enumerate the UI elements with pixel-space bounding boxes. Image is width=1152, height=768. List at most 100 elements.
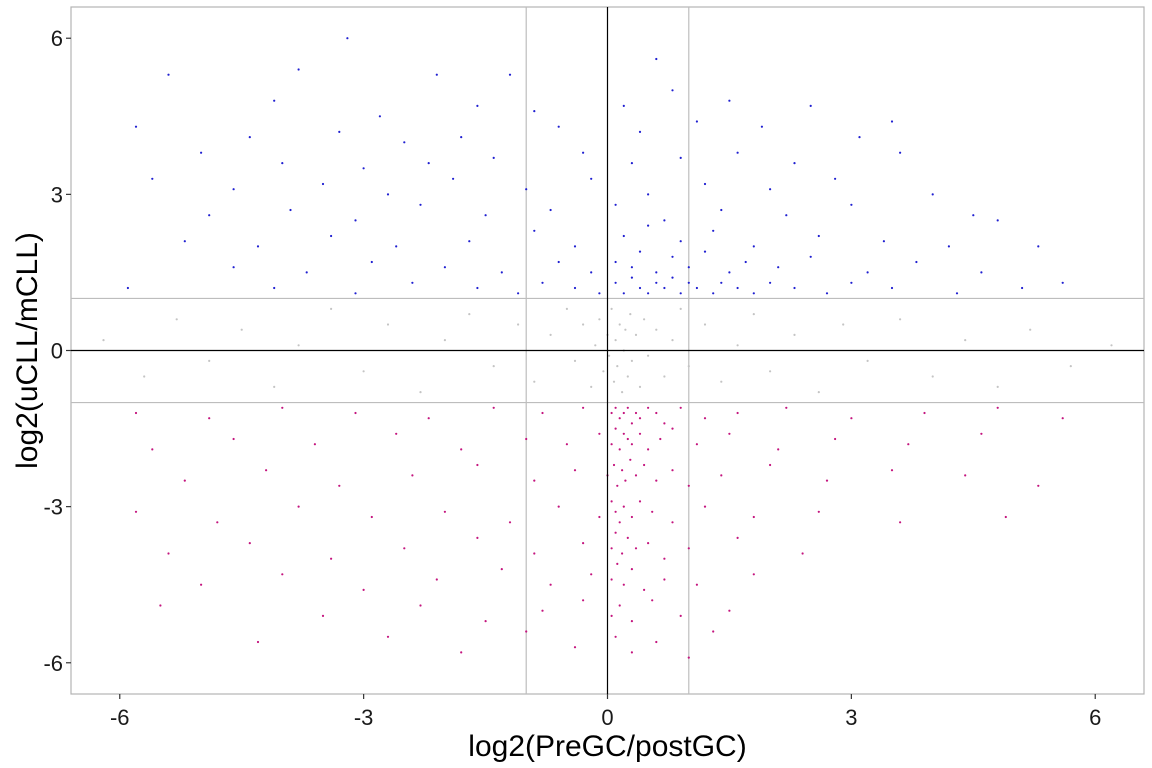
- data-point-neutral-14: [517, 323, 520, 326]
- data-point-up-91: [728, 271, 731, 274]
- data-point-down-146: [630, 651, 634, 654]
- data-point-up-34: [793, 162, 796, 165]
- data-point-up-73: [817, 234, 820, 238]
- data-point-up-57: [785, 214, 788, 217]
- data-point-neutral-51: [793, 333, 796, 336]
- data-point-down-81: [557, 505, 560, 508]
- data-point-up-11: [671, 89, 674, 92]
- data-point-down-123: [630, 568, 634, 571]
- data-point-up-59: [972, 214, 975, 217]
- data-point-down-131: [484, 620, 487, 623]
- data-point-down-125: [663, 578, 666, 581]
- data-point-down-66: [655, 479, 658, 482]
- x-tick-label: 3: [845, 705, 857, 730]
- data-point-up-35: [899, 151, 902, 154]
- data-point-up-13: [809, 104, 812, 107]
- data-point-down-45: [695, 443, 699, 446]
- data-point-down-12: [626, 406, 629, 409]
- data-point-up-23: [858, 136, 861, 139]
- data-point-up-89: [687, 266, 690, 269]
- data-point-down-20: [703, 417, 707, 420]
- data-point-down-109: [663, 557, 666, 560]
- data-point-down-48: [834, 437, 837, 441]
- data-point-up-104: [517, 292, 520, 295]
- data-point-up-24: [890, 120, 894, 123]
- data-point-neutral-53: [842, 323, 845, 326]
- data-point-up-47: [931, 193, 934, 196]
- data-point-down-127: [752, 573, 755, 576]
- data-point-neutral-23: [602, 370, 605, 373]
- data-point-down-39: [626, 437, 629, 441]
- data-point-down-18: [663, 422, 666, 425]
- data-point-down-13: [630, 422, 634, 425]
- data-point-down-79: [443, 510, 446, 513]
- data-point-neutral-42: [663, 375, 666, 378]
- data-point-up-16: [338, 130, 341, 133]
- data-point-neutral-56: [931, 375, 934, 378]
- data-point-up-120: [720, 281, 723, 284]
- data-point-up-65: [468, 240, 471, 243]
- data-point-up-63: [330, 234, 333, 238]
- y-tick-label: -6: [43, 651, 63, 676]
- data-point-down-0: [134, 411, 138, 415]
- data-point-down-31: [460, 448, 463, 451]
- data-point-down-133: [582, 599, 585, 602]
- data-point-neutral-19: [582, 323, 585, 326]
- data-point-up-4: [508, 73, 512, 76]
- data-point-up-123: [769, 281, 772, 284]
- data-point-down-88: [638, 500, 642, 503]
- data-point-down-116: [435, 578, 438, 581]
- data-point-down-38: [622, 432, 625, 435]
- data-point-down-110: [687, 547, 690, 550]
- data-point-up-74: [882, 240, 886, 243]
- data-point-neutral-13: [492, 365, 495, 368]
- data-point-down-54: [411, 474, 414, 477]
- data-point-neutral-18: [573, 359, 577, 362]
- data-point-down-140: [256, 640, 260, 644]
- data-point-neutral-28: [614, 339, 617, 342]
- data-point-down-115: [362, 588, 365, 592]
- data-point-down-57: [573, 469, 577, 472]
- data-point-neutral-58: [996, 385, 999, 388]
- data-point-down-36: [614, 427, 617, 430]
- data-point-up-41: [525, 188, 528, 191]
- data-point-up-117: [687, 281, 690, 284]
- data-point-up-127: [890, 286, 894, 290]
- data-point-up-115: [671, 276, 674, 279]
- data-point-up-129: [1021, 286, 1024, 290]
- data-point-down-46: [728, 432, 731, 435]
- data-point-down-33: [565, 443, 569, 446]
- data-point-down-23: [850, 417, 853, 420]
- data-point-up-80: [443, 266, 446, 269]
- data-point-neutral-6: [297, 344, 300, 347]
- data-point-up-36: [151, 177, 154, 180]
- data-point-down-139: [728, 609, 731, 612]
- data-point-neutral-27: [612, 380, 616, 383]
- data-point-down-143: [525, 630, 528, 633]
- data-point-down-24: [923, 411, 926, 415]
- data-point-up-15: [248, 136, 251, 139]
- data-point-neutral-29: [616, 365, 619, 368]
- data-point-up-5: [655, 57, 658, 61]
- data-point-neutral-21: [594, 344, 597, 347]
- data-point-neutral-33: [624, 328, 627, 331]
- data-point-down-28: [232, 437, 235, 441]
- data-point-up-6: [273, 99, 276, 102]
- data-point-down-94: [899, 521, 902, 524]
- data-point-up-79: [370, 260, 373, 264]
- data-point-down-55: [476, 463, 479, 467]
- data-point-up-33: [736, 151, 739, 154]
- data-point-down-4: [427, 417, 430, 420]
- data-point-up-17: [403, 141, 406, 144]
- data-point-up-98: [1061, 281, 1064, 284]
- data-point-neutral-4: [240, 328, 243, 331]
- data-point-down-25: [996, 406, 999, 409]
- data-point-up-85: [630, 266, 634, 269]
- data-point-up-103: [476, 286, 479, 290]
- data-point-neutral-20: [590, 385, 593, 388]
- data-point-up-93: [777, 266, 780, 269]
- data-point-down-44: [671, 427, 674, 430]
- data-point-up-75: [947, 245, 951, 248]
- data-point-up-3: [435, 73, 438, 76]
- data-point-neutral-59: [1029, 328, 1032, 331]
